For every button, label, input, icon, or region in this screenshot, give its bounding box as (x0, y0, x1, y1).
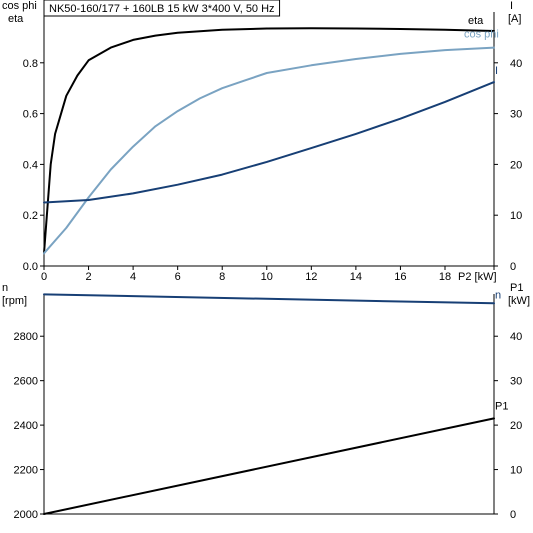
panel2-right-axis-label-bottom: [kW] (508, 295, 530, 307)
panel1-x-tick-label: 14 (350, 271, 362, 283)
panel1-left-tick-label: 0.6 (23, 109, 38, 121)
panel1-left-tick-label: 0.2 (23, 210, 38, 222)
panel2-left-tick-label: 2600 (14, 376, 38, 388)
panel2-left-tick-label: 2400 (14, 420, 38, 432)
series-cos-phi-line (43, 46, 495, 255)
series-i-label: I (495, 65, 498, 77)
panel1-right-tick-label: 20 (510, 159, 522, 171)
series-n-label: n (495, 289, 501, 301)
panel1-x-tick-label: 6 (175, 271, 181, 283)
panel1-right-tick-label: 30 (510, 109, 522, 121)
panel2-right-tick-label: 0 (510, 509, 516, 521)
panel2-left-axis-label-bottom: [rpm] (2, 295, 27, 307)
panel1-left-tick-label: 0.4 (23, 159, 38, 171)
panel2-right-tick-label: 40 (510, 331, 522, 343)
panel1-x-tick-label: 4 (130, 271, 136, 283)
panel2-right-tick-label: 10 (510, 465, 522, 477)
chart-title-box (43, 0, 281, 17)
panel2-left-tick-label: 2800 (14, 331, 38, 343)
panel1-x-tick-label: 10 (261, 271, 273, 283)
series-cos-phi-label: cos phi (464, 29, 499, 41)
panel1-x-tick-label: 2 (85, 271, 91, 283)
panel2-left-tick-label: 2000 (14, 509, 38, 521)
panel1-x-tick-label: 16 (394, 271, 406, 283)
panel1-x-tick-label: 8 (219, 271, 225, 283)
chart-title: NK50-160/177 + 160LB 15 kW 3*400 V, 50 H… (49, 3, 275, 15)
series-eta-label: eta (468, 15, 484, 27)
series-p1-line (43, 417, 495, 515)
panel2-left-tick-label: 2200 (14, 465, 38, 477)
panel1-right-axis-label-top: I (510, 0, 513, 12)
panel1-right-axis-label-bottom: [A] (508, 13, 521, 25)
panel2-left-axis-label-top: n (2, 282, 8, 294)
panel1-x-tick-label: 12 (305, 271, 317, 283)
series-i-line (43, 81, 495, 204)
panel1-right-tick-label: 10 (510, 210, 522, 222)
series-n-line (43, 293, 495, 305)
panel2-right-axis-label-top: P1 (510, 282, 523, 294)
panel2-right-tick-label: 20 (510, 420, 522, 432)
panel1-x-tick-label: 0 (41, 271, 47, 283)
panel1-right-tick-label: 0 (510, 261, 516, 273)
panel1-left-tick-label: 0.0 (23, 261, 38, 273)
series-eta-line (43, 27, 495, 255)
panel1-x-tick-label: 18 (439, 271, 451, 283)
panel1-left-axis-label-bottom: eta (8, 13, 24, 25)
panel1-left-tick-label: 0.8 (23, 58, 38, 70)
panel1-x-axis-label: P2 [kW] (458, 271, 497, 283)
panel1-left-axis-label-top: cos phi (2, 0, 37, 12)
panel2-right-tick-label: 30 (510, 376, 522, 388)
panel1-right-tick-label: 40 (510, 58, 522, 70)
series-p1-label: P1 (495, 400, 508, 412)
